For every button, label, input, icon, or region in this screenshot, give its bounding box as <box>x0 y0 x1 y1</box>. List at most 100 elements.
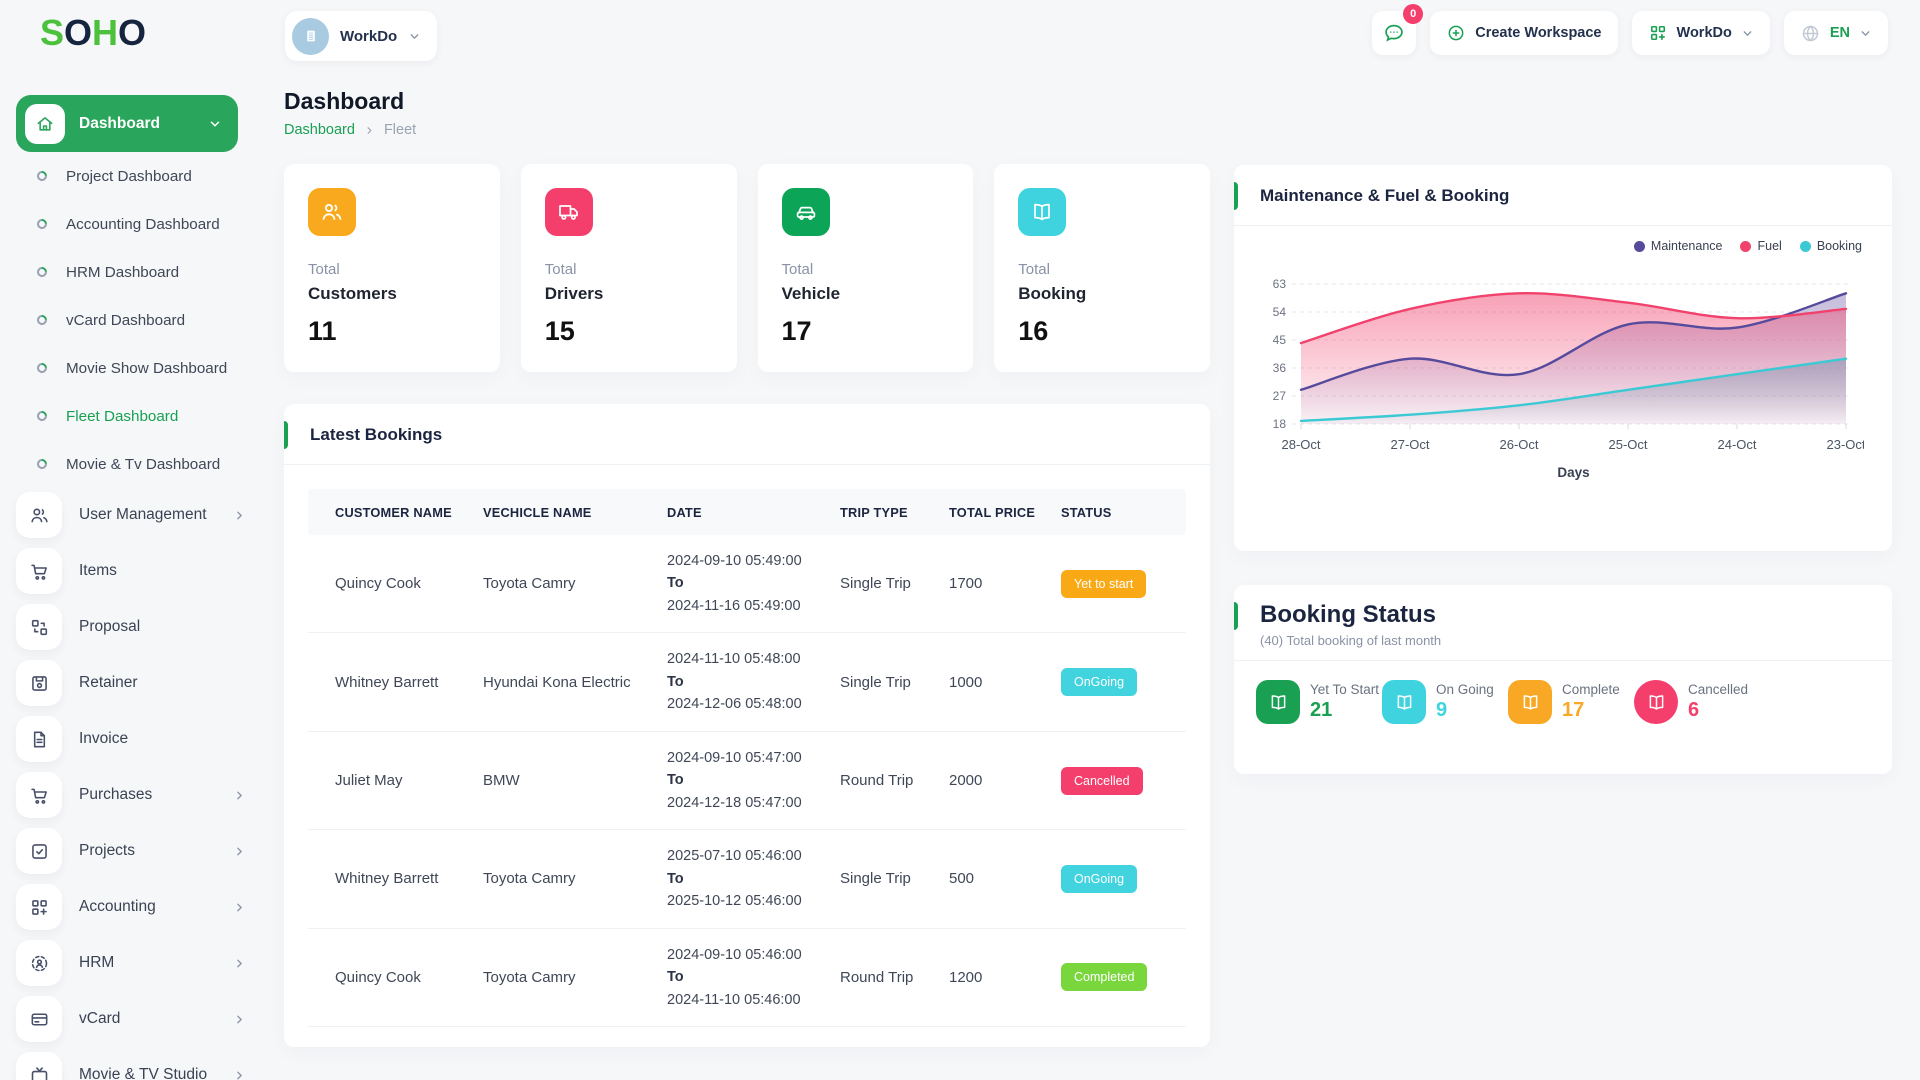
sidebar-item-label: Proposal <box>79 618 141 635</box>
sidebar-item-label: User Management <box>79 506 207 523</box>
sidebar-subitem-accounting-dashboard[interactable]: Accounting Dashboard <box>0 200 270 248</box>
breadcrumb-current: Fleet <box>383 122 417 138</box>
sidebar-item-hrm[interactable]: HRM <box>0 940 270 986</box>
legend-label: Maintenance <box>1650 239 1723 253</box>
column-header: VECHICLE NAME <box>483 504 592 520</box>
logo-letter: H <box>92 12 119 53</box>
stat-card-drivers: Total Drivers 15 <box>520 164 737 372</box>
sidebar-subitem-hrm-dashboard[interactable]: HRM Dashboard <box>0 248 270 296</box>
date-from: 2024-11-10 05:48:00 <box>667 651 801 668</box>
svg-text:24-Oct: 24-Oct <box>1717 437 1756 452</box>
svg-text:18: 18 <box>1273 417 1287 431</box>
sidebar-subitem-movie-tv-dashboard[interactable]: Movie & Tv Dashboard <box>0 440 270 488</box>
cell-trip-type: Single Trip <box>840 575 911 593</box>
workspace-switcher[interactable]: WorkDo <box>285 11 438 61</box>
sidebar-item-label: Movie & TV Studio <box>79 1066 208 1080</box>
area-chart: 18 27 36 45 54 63 28-Oct 27-Oct 26-Oct 25-Oct 24-O… <box>1273 277 1864 480</box>
cell-vehicle: Toyota Camry <box>483 870 576 888</box>
sidebar-subitem-fleet-dashboard[interactable]: Fleet Dashboard <box>0 392 270 440</box>
bullet-ring-icon <box>34 360 50 376</box>
sidebar-item-accounting[interactable]: Accounting <box>0 884 270 930</box>
cell-status: Completed <box>1061 963 1186 992</box>
sidebar-subitem-label: Project Dashboard <box>66 167 192 185</box>
status-value: 17 <box>1562 699 1585 721</box>
status-badge: OnGoing <box>1061 668 1138 697</box>
date-separator: To <box>667 772 684 789</box>
sidebar-item-invoice[interactable]: Invoice <box>0 716 270 762</box>
table-row: Whitney Barrett Toyota Camry 2025-07-10 … <box>308 830 1186 929</box>
sidebar-item-user-management[interactable]: User Management <box>0 492 270 538</box>
language-dropdown[interactable]: EN <box>1783 11 1888 55</box>
date-to: 2025-10-12 05:46:00 <box>667 893 802 910</box>
status-label: Complete <box>1562 682 1620 697</box>
cell-vehicle: BMW <box>483 772 520 790</box>
sidebar-item-items[interactable]: Items <box>0 548 270 594</box>
status-label: On Going <box>1436 682 1494 697</box>
chevron-right-icon <box>237 1015 242 1023</box>
column-header: CUSTOMER NAME <box>335 504 452 520</box>
stat-value: 15 <box>544 316 575 346</box>
date-to: 2024-12-06 05:48:00 <box>667 696 802 713</box>
stat-card-booking: Total Booking 16 <box>994 164 1210 372</box>
legend-dot <box>1633 240 1645 252</box>
card-title: Maintenance & Fuel & Booking <box>1260 186 1510 205</box>
cell-vehicle: Toyota Camry <box>483 575 576 593</box>
date-from: 2025-07-10 05:46:00 <box>667 848 802 865</box>
messages-button[interactable]: 0 <box>1372 4 1424 55</box>
sidebar-subitem-project-dashboard[interactable]: Project Dashboard <box>0 152 270 200</box>
sidebar-item-retainer[interactable]: Retainer <box>0 660 270 706</box>
cell-price: 2000 <box>949 772 983 790</box>
card-title: Latest Bookings <box>310 425 443 444</box>
bullet-ring-icon <box>34 168 50 184</box>
logo-letter: O <box>118 12 147 53</box>
svg-text:54: 54 <box>1273 305 1287 319</box>
sidebar-item-projects[interactable]: Projects <box>0 828 270 874</box>
status-badge: Completed <box>1061 963 1148 992</box>
sidebar-subitem-label: Accounting Dashboard <box>66 215 220 233</box>
workspace-name: WorkDo <box>340 27 398 45</box>
cell-vehicle: Hyundai Kona Electric <box>483 673 631 691</box>
booking-status-card: Booking Status (40) Total booking of las… <box>1234 585 1892 774</box>
status-cancelled: Cancelled 6 <box>1634 680 1760 724</box>
sidebar-subitem-movie-show-dashboard[interactable]: Movie Show Dashboard <box>0 344 270 392</box>
card-header: Maintenance & Fuel & Booking <box>1234 165 1892 226</box>
book-icon <box>1018 188 1067 236</box>
legend-booking: Booking <box>1799 239 1862 253</box>
cart-icon <box>16 548 62 594</box>
sidebar-item-purchases[interactable]: Purchases <box>0 772 270 818</box>
accent-bar <box>1234 602 1238 630</box>
cell-trip-type: Single Trip <box>840 673 911 691</box>
date-to: 2024-11-10 05:46:00 <box>667 991 801 1008</box>
cell-date: 2024-09-10 05:46:00 To 2024-11-10 05:46:… <box>667 944 840 1011</box>
cell-date: 2024-09-10 05:49:00 To 2024-11-16 05:49:… <box>667 550 840 617</box>
table-row: Juliet May BMW 2024-09-10 05:47:00 To 20… <box>308 732 1186 831</box>
apps-dropdown[interactable]: WorkDo <box>1631 11 1770 55</box>
chevron-right-icon <box>237 1071 242 1079</box>
legend-maintenance: Maintenance <box>1633 239 1723 253</box>
create-workspace-button[interactable]: Create Workspace <box>1430 11 1618 55</box>
dashboard-submenu: Project Dashboard Accounting Dashboard H… <box>0 152 270 488</box>
top-header: SOHO WorkDo 0 Create Workspace WorkDo <box>0 0 1920 72</box>
cell-vehicle: Toyota Camry <box>483 968 576 986</box>
sidebar-item-dashboard[interactable]: Dashboard <box>16 95 238 152</box>
sidebar-item-label: Projects <box>79 842 135 859</box>
sidebar-item-movie-tv-studio[interactable]: Movie & TV Studio <box>0 1052 270 1080</box>
cell-price: 1000 <box>949 673 983 691</box>
sidebar-subitem-vcard-dashboard[interactable]: vCard Dashboard <box>0 296 270 344</box>
sidebar-item-label: Invoice <box>79 730 129 747</box>
sidebar-item-vcard[interactable]: vCard <box>0 996 270 1042</box>
chevron-down-icon <box>1743 30 1752 36</box>
sidebar-item-label: HRM <box>79 954 115 971</box>
home-icon <box>25 103 65 144</box>
plus-circle-icon <box>1448 25 1464 41</box>
stat-cards: Total Customers 11 Total Drivers 15 Tota… <box>284 164 1210 372</box>
sidebar-item-label: Purchases <box>79 786 153 803</box>
grid-plus-icon <box>16 884 62 930</box>
date-separator: To <box>667 673 684 690</box>
sidebar-item-proposal[interactable]: Proposal <box>0 604 270 650</box>
stat-label: Vehicle <box>781 284 841 303</box>
svg-text:25-Oct: 25-Oct <box>1608 437 1647 452</box>
breadcrumb-dashboard-link[interactable]: Dashboard <box>284 122 355 138</box>
cell-price: 500 <box>949 870 975 888</box>
